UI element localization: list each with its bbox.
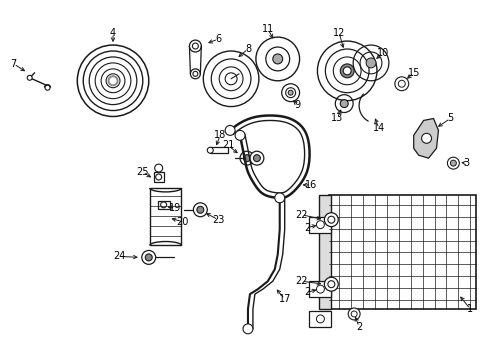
Text: 2: 2 <box>304 222 310 233</box>
Text: 24: 24 <box>113 251 125 261</box>
Text: 14: 14 <box>372 123 384 134</box>
Circle shape <box>27 75 32 80</box>
Circle shape <box>142 251 155 264</box>
Bar <box>149 188 181 246</box>
Circle shape <box>145 254 152 261</box>
Text: 19: 19 <box>169 203 181 213</box>
Bar <box>328 195 475 309</box>
Circle shape <box>192 71 198 76</box>
Circle shape <box>324 213 338 227</box>
Circle shape <box>192 43 198 49</box>
Circle shape <box>340 64 353 78</box>
Text: 8: 8 <box>244 44 250 54</box>
Text: 17: 17 <box>278 294 290 304</box>
Circle shape <box>272 54 282 64</box>
Circle shape <box>224 125 235 135</box>
Text: 1: 1 <box>466 304 472 314</box>
Text: 9: 9 <box>294 100 300 109</box>
Circle shape <box>197 206 203 213</box>
Circle shape <box>243 155 250 162</box>
Circle shape <box>108 76 118 86</box>
Text: 2: 2 <box>304 287 310 297</box>
Bar <box>157 201 169 209</box>
Text: 5: 5 <box>447 113 452 123</box>
Circle shape <box>287 90 292 95</box>
Circle shape <box>340 100 347 108</box>
Circle shape <box>347 308 359 320</box>
Text: 4: 4 <box>110 28 116 38</box>
Text: 7: 7 <box>11 59 17 69</box>
Circle shape <box>366 58 375 68</box>
Bar <box>309 217 331 233</box>
Text: 21: 21 <box>222 140 234 150</box>
Text: 10: 10 <box>376 48 388 58</box>
Circle shape <box>253 155 260 162</box>
Text: 23: 23 <box>212 215 224 225</box>
Circle shape <box>193 203 207 217</box>
Circle shape <box>324 277 338 291</box>
Text: 3: 3 <box>462 158 468 168</box>
Bar <box>309 311 331 327</box>
Circle shape <box>343 67 350 75</box>
Text: 22: 22 <box>295 210 307 220</box>
Text: 11: 11 <box>261 24 273 34</box>
Bar <box>309 281 331 297</box>
Circle shape <box>421 133 431 143</box>
Bar <box>153 172 163 182</box>
Polygon shape <box>413 118 438 158</box>
Circle shape <box>207 147 213 153</box>
Bar <box>210 147 228 153</box>
Circle shape <box>243 324 252 334</box>
Circle shape <box>45 85 50 90</box>
Text: 2: 2 <box>355 322 362 332</box>
Bar <box>319 195 331 309</box>
Circle shape <box>235 130 244 140</box>
Text: 13: 13 <box>330 113 343 123</box>
Text: 6: 6 <box>215 34 221 44</box>
Text: 15: 15 <box>407 68 419 78</box>
Text: 20: 20 <box>176 217 188 227</box>
Text: 16: 16 <box>305 180 317 190</box>
Circle shape <box>155 174 162 180</box>
Text: 18: 18 <box>214 130 226 140</box>
Text: 25: 25 <box>136 167 149 177</box>
Circle shape <box>110 78 116 84</box>
Text: 22: 22 <box>295 276 307 286</box>
Circle shape <box>249 151 264 165</box>
Text: 12: 12 <box>332 28 345 38</box>
Circle shape <box>274 193 284 203</box>
Circle shape <box>240 151 253 165</box>
Circle shape <box>449 160 455 166</box>
